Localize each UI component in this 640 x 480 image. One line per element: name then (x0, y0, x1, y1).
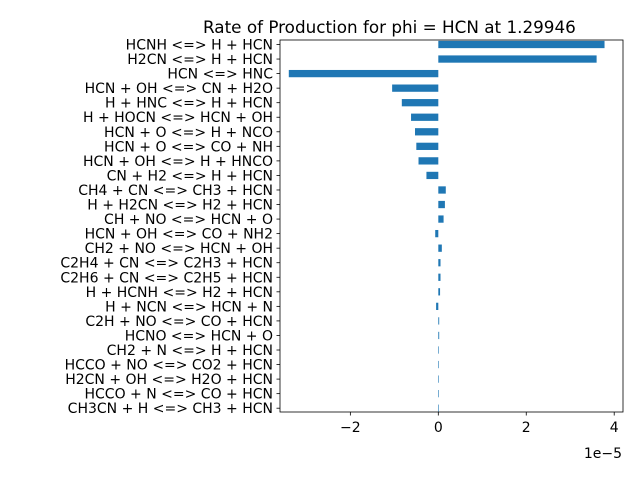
category-label: C2H4 + CN <=> C2H3 + HCN (60, 256, 273, 272)
bar (416, 142, 439, 150)
bar (288, 69, 439, 78)
category-label: CN + H2 <=> H + HCN (107, 168, 273, 184)
category-label: HCN + O <=> CO + NH (104, 139, 273, 155)
bar (438, 390, 439, 398)
category-label: CH3CN + H <=> CH3 + HCN (68, 401, 273, 417)
category-label: HCNO <=> HCN + O (125, 328, 273, 344)
x-tick-label: −2 (340, 420, 361, 436)
category-label: H + HNC <=> H + HCN (105, 96, 273, 112)
x-tick-label: 0 (434, 420, 443, 436)
bar (438, 288, 441, 296)
category-label: C2H + NO <=> CO + HCN (85, 314, 273, 330)
category-label: CH2 + NO <=> HCN + OH (85, 241, 273, 257)
bar (438, 375, 439, 383)
bar (436, 302, 439, 311)
bar (438, 40, 605, 49)
category-label: H + HCNH <=> H2 + HCN (86, 285, 273, 301)
category-label: CH + NO <=> HCN + O (104, 212, 273, 228)
category-label: HCN + OH <=> H + HNCO (83, 154, 273, 170)
bar (438, 317, 440, 325)
bar (418, 157, 439, 165)
bar (438, 273, 441, 281)
category-label: HCN + OH <=> CO + NH2 (85, 227, 273, 243)
bar (435, 229, 439, 238)
bar (438, 55, 597, 63)
x-offset-label: 1e−5 (584, 446, 622, 462)
bar (438, 244, 442, 252)
category-label: C2H6 + CN <=> C2H5 + HCN (60, 270, 273, 286)
chart-title: Rate of Production for phi = HCN at 1.29… (203, 17, 576, 37)
bar (438, 404, 439, 412)
bar (438, 331, 440, 340)
category-label: HCN + O <=> H + NCO (104, 125, 273, 141)
category-label: H + H2CN <=> H2 + HCN (87, 198, 273, 214)
category-label: H2CN <=> H + HCN (127, 52, 273, 68)
bar (401, 99, 439, 107)
bar (438, 186, 446, 194)
category-label: HCN <=> HNC (167, 67, 273, 83)
category-label: HCCO + NO <=> CO2 + HCN (65, 358, 273, 374)
bar (438, 346, 439, 354)
category-label: HCNH <=> H + HCN (126, 38, 273, 54)
category-label: HCCO + N <=> CO + HCN (85, 387, 274, 403)
bar (411, 113, 439, 121)
category-label: H2CN + OH <=> H2O + HCN (65, 372, 273, 388)
bar (415, 128, 439, 136)
x-tick-label: 4 (610, 420, 619, 436)
bar (438, 360, 439, 369)
bar (438, 215, 444, 223)
category-label: CH2 + N <=> H + HCN (107, 343, 273, 359)
axes-frame (279, 39, 624, 413)
category-label: HCN + OH <=> CN + H2O (85, 81, 273, 97)
category-label: H + HOCN <=> HCN + OH (83, 110, 273, 126)
bar (438, 200, 445, 209)
category-label: H + NCN <=> HCN + N (105, 299, 273, 315)
x-tick-label: 2 (522, 420, 531, 436)
bar (438, 259, 441, 267)
bar (392, 84, 439, 92)
category-label: CH4 + CN <=> CH3 + HCN (78, 183, 273, 199)
bar (426, 171, 439, 180)
